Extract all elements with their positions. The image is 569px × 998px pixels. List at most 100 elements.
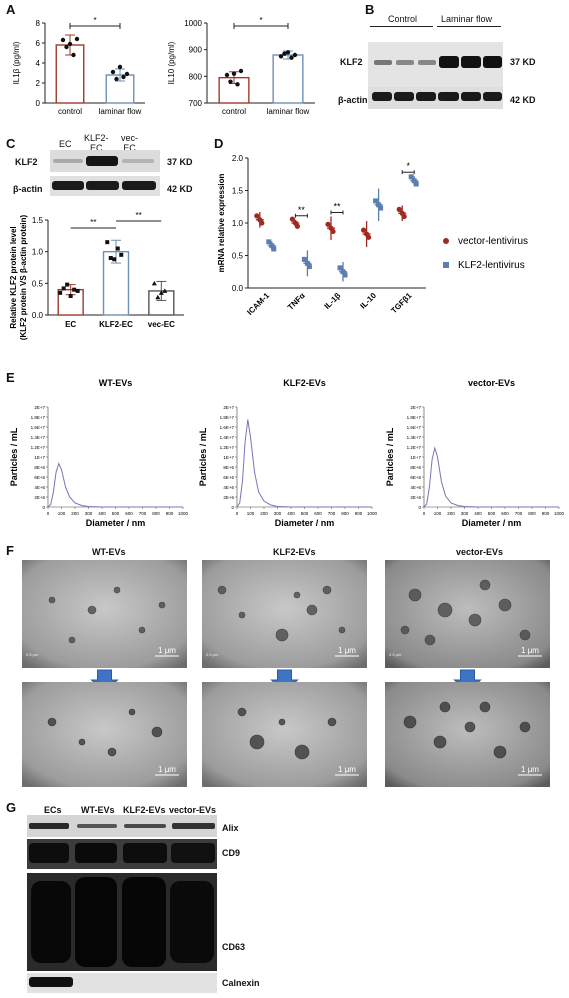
- panel-c-kd1: 37 KD: [167, 157, 193, 167]
- scale-label: 1 μm: [338, 765, 356, 774]
- y-tick-label: 0.5: [32, 279, 44, 288]
- x-tick-label: 500: [488, 511, 496, 516]
- blot-band: [75, 877, 117, 967]
- vesicle: [158, 601, 166, 609]
- legend-marker: [443, 238, 449, 244]
- vesicle: [439, 701, 451, 713]
- small-scale-label: 0.5 μm: [389, 652, 402, 657]
- blot-band: [29, 977, 73, 987]
- blot-band: [123, 843, 167, 863]
- size-distribution-line: [47, 462, 183, 508]
- vesicle: [113, 586, 121, 594]
- blot-band: [29, 843, 69, 863]
- data-point: [61, 286, 66, 291]
- y-tick-label: 1.4E+7: [31, 435, 46, 440]
- panel-g-lane-wt: WT-EVs: [81, 805, 115, 815]
- y-axis-label: Particles / mL: [198, 427, 208, 486]
- data-point: [337, 265, 343, 271]
- blot-band: [396, 60, 414, 65]
- data-point: [72, 287, 77, 292]
- x-tick-label: EC: [65, 320, 76, 329]
- panel-a-il10-chart: 700 800 900 1000 IL10 (pg/ml) control laminar …: [167, 16, 315, 116]
- data-point: [162, 288, 168, 293]
- blot-membrane: [27, 815, 217, 837]
- x-tick-label: 900: [542, 511, 550, 516]
- scale-label: 1 μm: [521, 646, 539, 655]
- data-point: [64, 44, 69, 50]
- blot-band: [374, 60, 392, 65]
- data-point: [231, 71, 237, 76]
- data-point: [378, 205, 384, 211]
- x-tick-label: 300: [274, 511, 282, 516]
- y-tick-label: 1.2E+7: [220, 445, 235, 450]
- panel-c-lane-klf2ec: KLF2- EC: [84, 133, 109, 153]
- vesicle: [493, 745, 507, 759]
- x-tick-label: 100: [58, 511, 66, 516]
- data-point: [110, 69, 116, 75]
- data-point: [301, 256, 307, 262]
- vesicle: [479, 579, 491, 591]
- data-point: [124, 71, 130, 77]
- data-point: [74, 36, 80, 42]
- data-point: [399, 210, 405, 216]
- x-axis-label: Diameter / nm: [275, 518, 335, 528]
- data-point: [396, 206, 402, 212]
- data-point: [158, 290, 164, 295]
- em-image-top: [385, 560, 550, 668]
- y-tick-label: 2: [36, 79, 41, 88]
- x-tick-label: 700: [139, 511, 147, 516]
- vesicle: [519, 721, 531, 733]
- panel-a-il1b-chart: 0 2 4 6 8 IL1β (pg/ml) control laminar flow *: [12, 16, 145, 116]
- y-tick-label: 1.6E+7: [31, 425, 46, 430]
- x-axis-label: Diameter / nm: [86, 518, 146, 528]
- data-point: [108, 256, 113, 260]
- data-point: [269, 243, 275, 249]
- panel-c-lane-ec: EC: [59, 139, 72, 149]
- x-tick-label: 300: [85, 511, 93, 516]
- y-tick-label: 0: [231, 505, 234, 510]
- data-point: [373, 198, 379, 204]
- data-point: [117, 64, 123, 70]
- x-tick-label: TGFβ1: [389, 291, 414, 316]
- y-tick-label: 1E+7: [410, 455, 421, 460]
- blot-band: [122, 159, 154, 163]
- x-tick-label: 0: [236, 511, 239, 516]
- data-point: [340, 269, 346, 275]
- y-tick-label: 1.8E+7: [407, 415, 422, 420]
- data-point: [60, 37, 66, 43]
- blot-band: [418, 60, 436, 65]
- y-tick-label: 1000: [184, 19, 202, 28]
- data-point: [325, 221, 331, 227]
- data-point: [151, 280, 157, 286]
- data-point: [278, 54, 284, 59]
- vesicle: [47, 717, 57, 727]
- data-point: [75, 288, 80, 293]
- x-tick-label: 200: [260, 511, 268, 516]
- data-point: [235, 82, 240, 87]
- blot-band: [394, 92, 414, 101]
- y-axis-label: IL10 (pg/ml): [167, 41, 176, 84]
- blot-band: [86, 181, 119, 190]
- data-point: [285, 50, 291, 55]
- x-tick-label: control: [58, 107, 82, 116]
- panel-d-mrna-chart: 0.0 0.5 1.0 1.5 2.0 mRNA relative expression I…: [218, 154, 528, 317]
- blot-band: [53, 159, 83, 163]
- vesicle: [275, 628, 289, 642]
- vesicle: [238, 611, 246, 619]
- y-axis-label-2: (KLF2 protein VS β-actin protein): [19, 215, 28, 341]
- vesicle: [293, 591, 301, 599]
- data-point: [112, 257, 117, 262]
- bar: [272, 54, 304, 104]
- y-tick-label: 8E+6: [223, 465, 234, 470]
- x-tick-label: 800: [341, 511, 349, 516]
- blot-band: [172, 823, 215, 829]
- x-tick-label: 700: [515, 511, 523, 516]
- blot-band: [483, 92, 502, 101]
- panel-letter-d: D: [214, 136, 224, 151]
- panel-g-row-cd63: CD63: [222, 942, 246, 952]
- scale-label: 1 μm: [521, 765, 539, 774]
- scale-label: 1 μm: [338, 646, 356, 655]
- data-point: [282, 51, 287, 56]
- data-point: [68, 294, 73, 298]
- data-point: [376, 202, 382, 208]
